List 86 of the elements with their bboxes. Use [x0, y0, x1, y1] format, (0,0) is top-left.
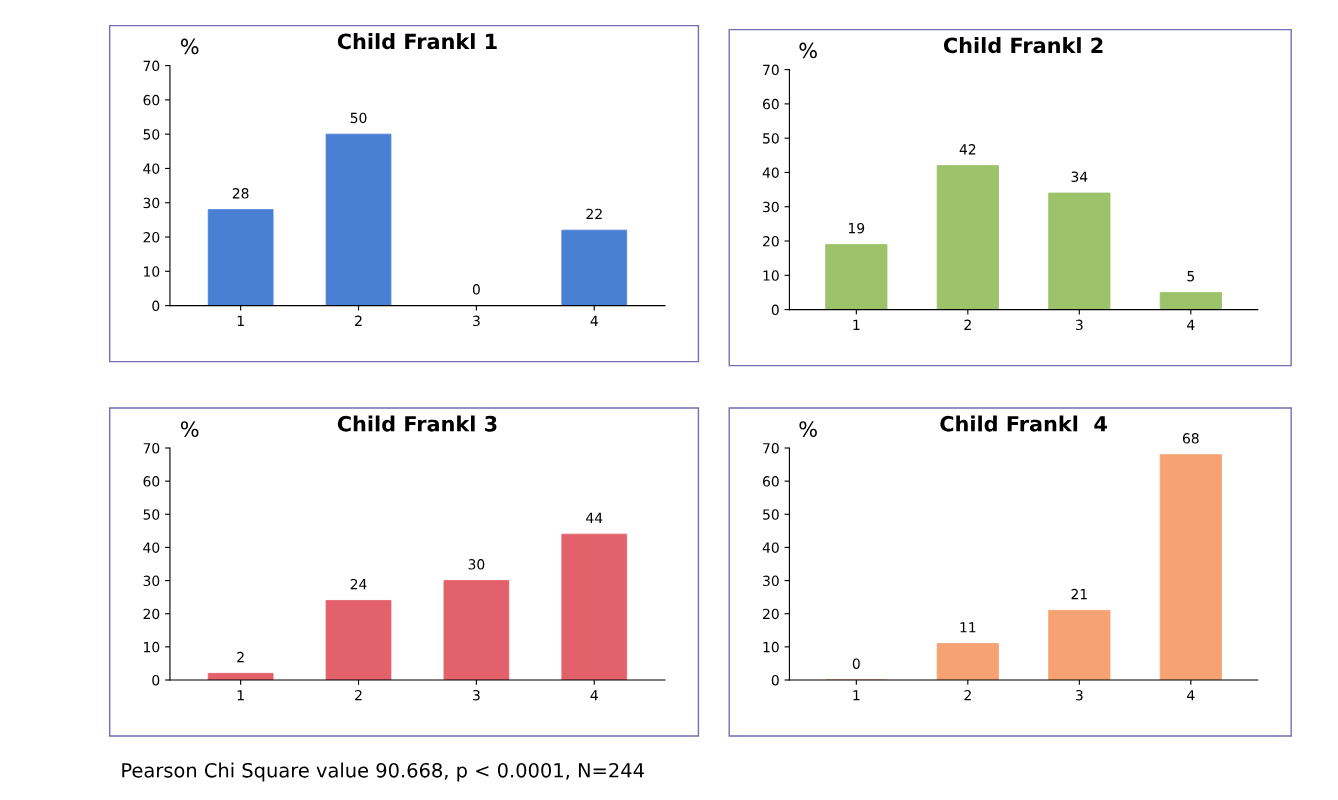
bar	[325, 133, 392, 306]
y-tick-label: 10	[144, 266, 160, 277]
y-tick-label: 30	[763, 575, 779, 587]
y-tick-label: 10	[144, 641, 160, 653]
y-tick-label: 0	[152, 300, 160, 312]
data-label: 19	[849, 222, 865, 234]
y-tick-label: 20	[763, 608, 779, 620]
y-tick-label: 40	[143, 542, 160, 553]
data-label: 21	[1071, 588, 1087, 600]
bar	[561, 229, 628, 306]
x-tick-label: 4	[590, 315, 598, 326]
data-label: 0	[852, 658, 860, 669]
y-axis-title: %	[799, 42, 817, 59]
x-tick-label: 3	[473, 315, 480, 327]
y-tick-label: 50	[143, 509, 160, 520]
data-label: 5	[1187, 271, 1195, 282]
x-tick-label: 4	[590, 690, 598, 701]
x-tick-label: 2	[964, 689, 971, 701]
y-tick-label: 10	[763, 270, 779, 281]
y-tick-label: 70	[143, 60, 160, 72]
data-label: 22	[586, 208, 602, 219]
x-tick-label: 2	[964, 319, 971, 330]
y-axis-title: %	[180, 38, 199, 55]
bar	[936, 643, 999, 680]
y-tick-label: 60	[143, 94, 160, 106]
bar	[207, 209, 274, 306]
x-tick-label: 2	[355, 689, 362, 701]
x-tick-label: 1	[237, 690, 244, 701]
y-tick-label: 50	[763, 509, 779, 520]
bar	[825, 244, 888, 310]
data-label: 50	[350, 112, 367, 124]
x-tick-label: 3	[473, 689, 480, 701]
y-tick-label: 30	[143, 575, 160, 587]
data-label: 2	[237, 651, 244, 663]
x-tick-label: 1	[237, 315, 244, 326]
y-tick-label: 50	[143, 129, 160, 140]
y-tick-label: 40	[762, 167, 779, 178]
bar	[561, 533, 628, 680]
data-label: 30	[468, 559, 485, 570]
y-tick-label: 10	[763, 641, 779, 653]
x-tick-label: 4	[1187, 319, 1195, 330]
data-label: 44	[586, 512, 603, 523]
bar	[1159, 292, 1222, 310]
y-tick-label: 60	[762, 476, 779, 487]
bar	[325, 600, 392, 680]
text: Pearson Chi Square value 90.668, p < 0.0001, N=244	[122, 762, 644, 782]
y-tick-label: 0	[771, 674, 779, 686]
y-tick-label: 60	[762, 98, 779, 110]
chart-title: Child Frankl 4	[940, 415, 1107, 432]
y-tick-label: 70	[763, 442, 779, 454]
data-label: 34	[1071, 171, 1088, 182]
x-tick-label: 3	[1075, 689, 1083, 701]
y-tick-label: 20	[763, 236, 779, 247]
chart-title: Child Frankl 3	[337, 415, 497, 432]
data-label: 68	[1182, 433, 1199, 444]
bar	[443, 580, 510, 680]
bar	[1048, 609, 1111, 680]
x-tick-label: 1	[853, 690, 860, 701]
y-axis-title: %	[799, 421, 817, 437]
x-tick-label: 3	[1075, 319, 1083, 331]
data-label: 28	[232, 188, 249, 199]
y-tick-label: 70	[763, 64, 779, 76]
bar	[936, 165, 999, 310]
y-tick-label: 20	[143, 232, 160, 243]
x-tick-label: 2	[355, 315, 362, 326]
y-tick-label: 70	[143, 442, 160, 454]
data-label: 42	[959, 144, 976, 155]
bar	[1159, 454, 1222, 680]
y-tick-label: 60	[143, 476, 160, 487]
y-tick-label: 40	[143, 163, 160, 174]
y-tick-label: 0	[771, 304, 779, 316]
y-tick-label: 50	[763, 133, 779, 144]
y-tick-label: 0	[152, 674, 160, 686]
y-tick-label: 30	[143, 197, 160, 209]
chart-title: Child Frankl 1	[337, 33, 497, 50]
y-tick-label: 20	[143, 608, 160, 620]
y-tick-label: 40	[762, 542, 779, 553]
y-axis-title: %	[180, 421, 199, 437]
chart-title: Child Frankl 2	[943, 37, 1103, 54]
data-label: 11	[960, 622, 976, 633]
bar	[1048, 192, 1111, 310]
data-label: 0	[472, 284, 480, 295]
y-tick-label: 30	[763, 201, 779, 213]
x-tick-label: 4	[1187, 690, 1195, 701]
data-label: 24	[350, 578, 367, 590]
x-tick-label: 1	[853, 319, 860, 330]
